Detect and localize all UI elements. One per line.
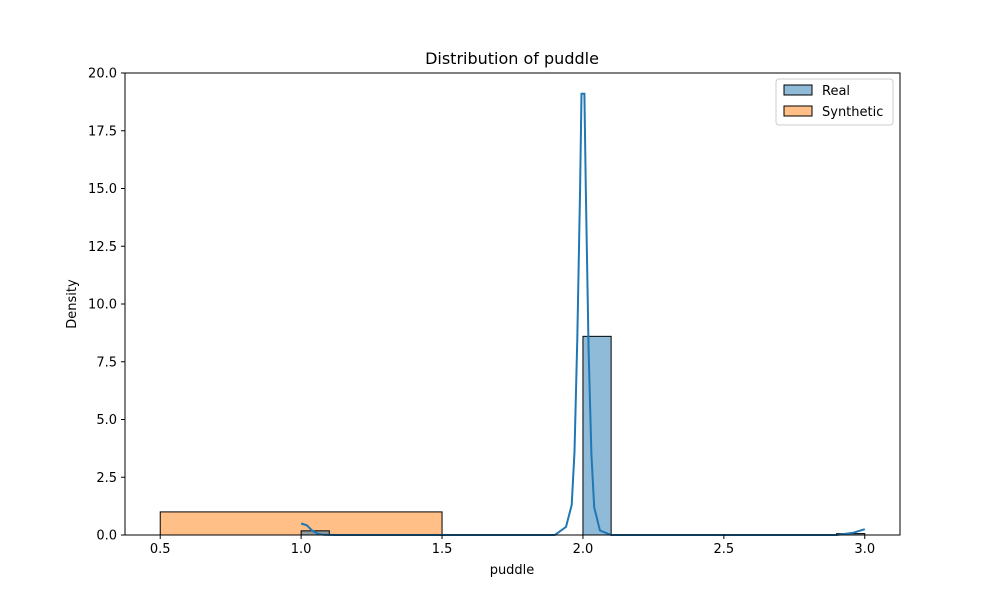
y-tick-label: 10.0: [88, 298, 117, 313]
x-tick-label: 1.0: [291, 542, 312, 557]
x-tick-label: 2.0: [573, 542, 594, 557]
x-tick-label: 3.0: [854, 542, 875, 557]
x-tick-label: 2.5: [714, 542, 735, 557]
y-tick-label: 17.5: [88, 124, 117, 139]
y-tick-label: 20.0: [88, 67, 117, 82]
legend-swatch-real: [783, 84, 813, 96]
chart-title: Distribution of puddle: [425, 49, 599, 68]
legend-swatch-synthetic: [783, 105, 813, 117]
x-tick-label: 0.5: [150, 542, 171, 557]
y-tick-label: 7.5: [96, 355, 117, 370]
y-tick-label: 2.5: [96, 471, 117, 486]
y-axis-label: Density: [65, 279, 80, 329]
y-axis-ticks: 0.0 2.5 5.0 7.5 10.0 12.5 15.0 17.5 20.0: [88, 67, 125, 544]
x-axis-label: puddle: [490, 563, 535, 578]
y-tick-label: 15.0: [88, 182, 117, 197]
legend-label-synthetic: Synthetic: [822, 105, 883, 120]
y-tick-label: 5.0: [96, 413, 117, 428]
real-bar-1: [582, 335, 612, 536]
y-tick-label: 12.5: [88, 240, 117, 255]
y-tick-label: 0.0: [96, 529, 117, 544]
x-tick-label: 1.5: [432, 542, 453, 557]
legend-label-real: Real: [822, 84, 850, 99]
x-axis-ticks: 0.5 1.0 1.5 2.0 2.5 3.0: [150, 535, 875, 557]
legend: Real Synthetic: [775, 78, 894, 126]
